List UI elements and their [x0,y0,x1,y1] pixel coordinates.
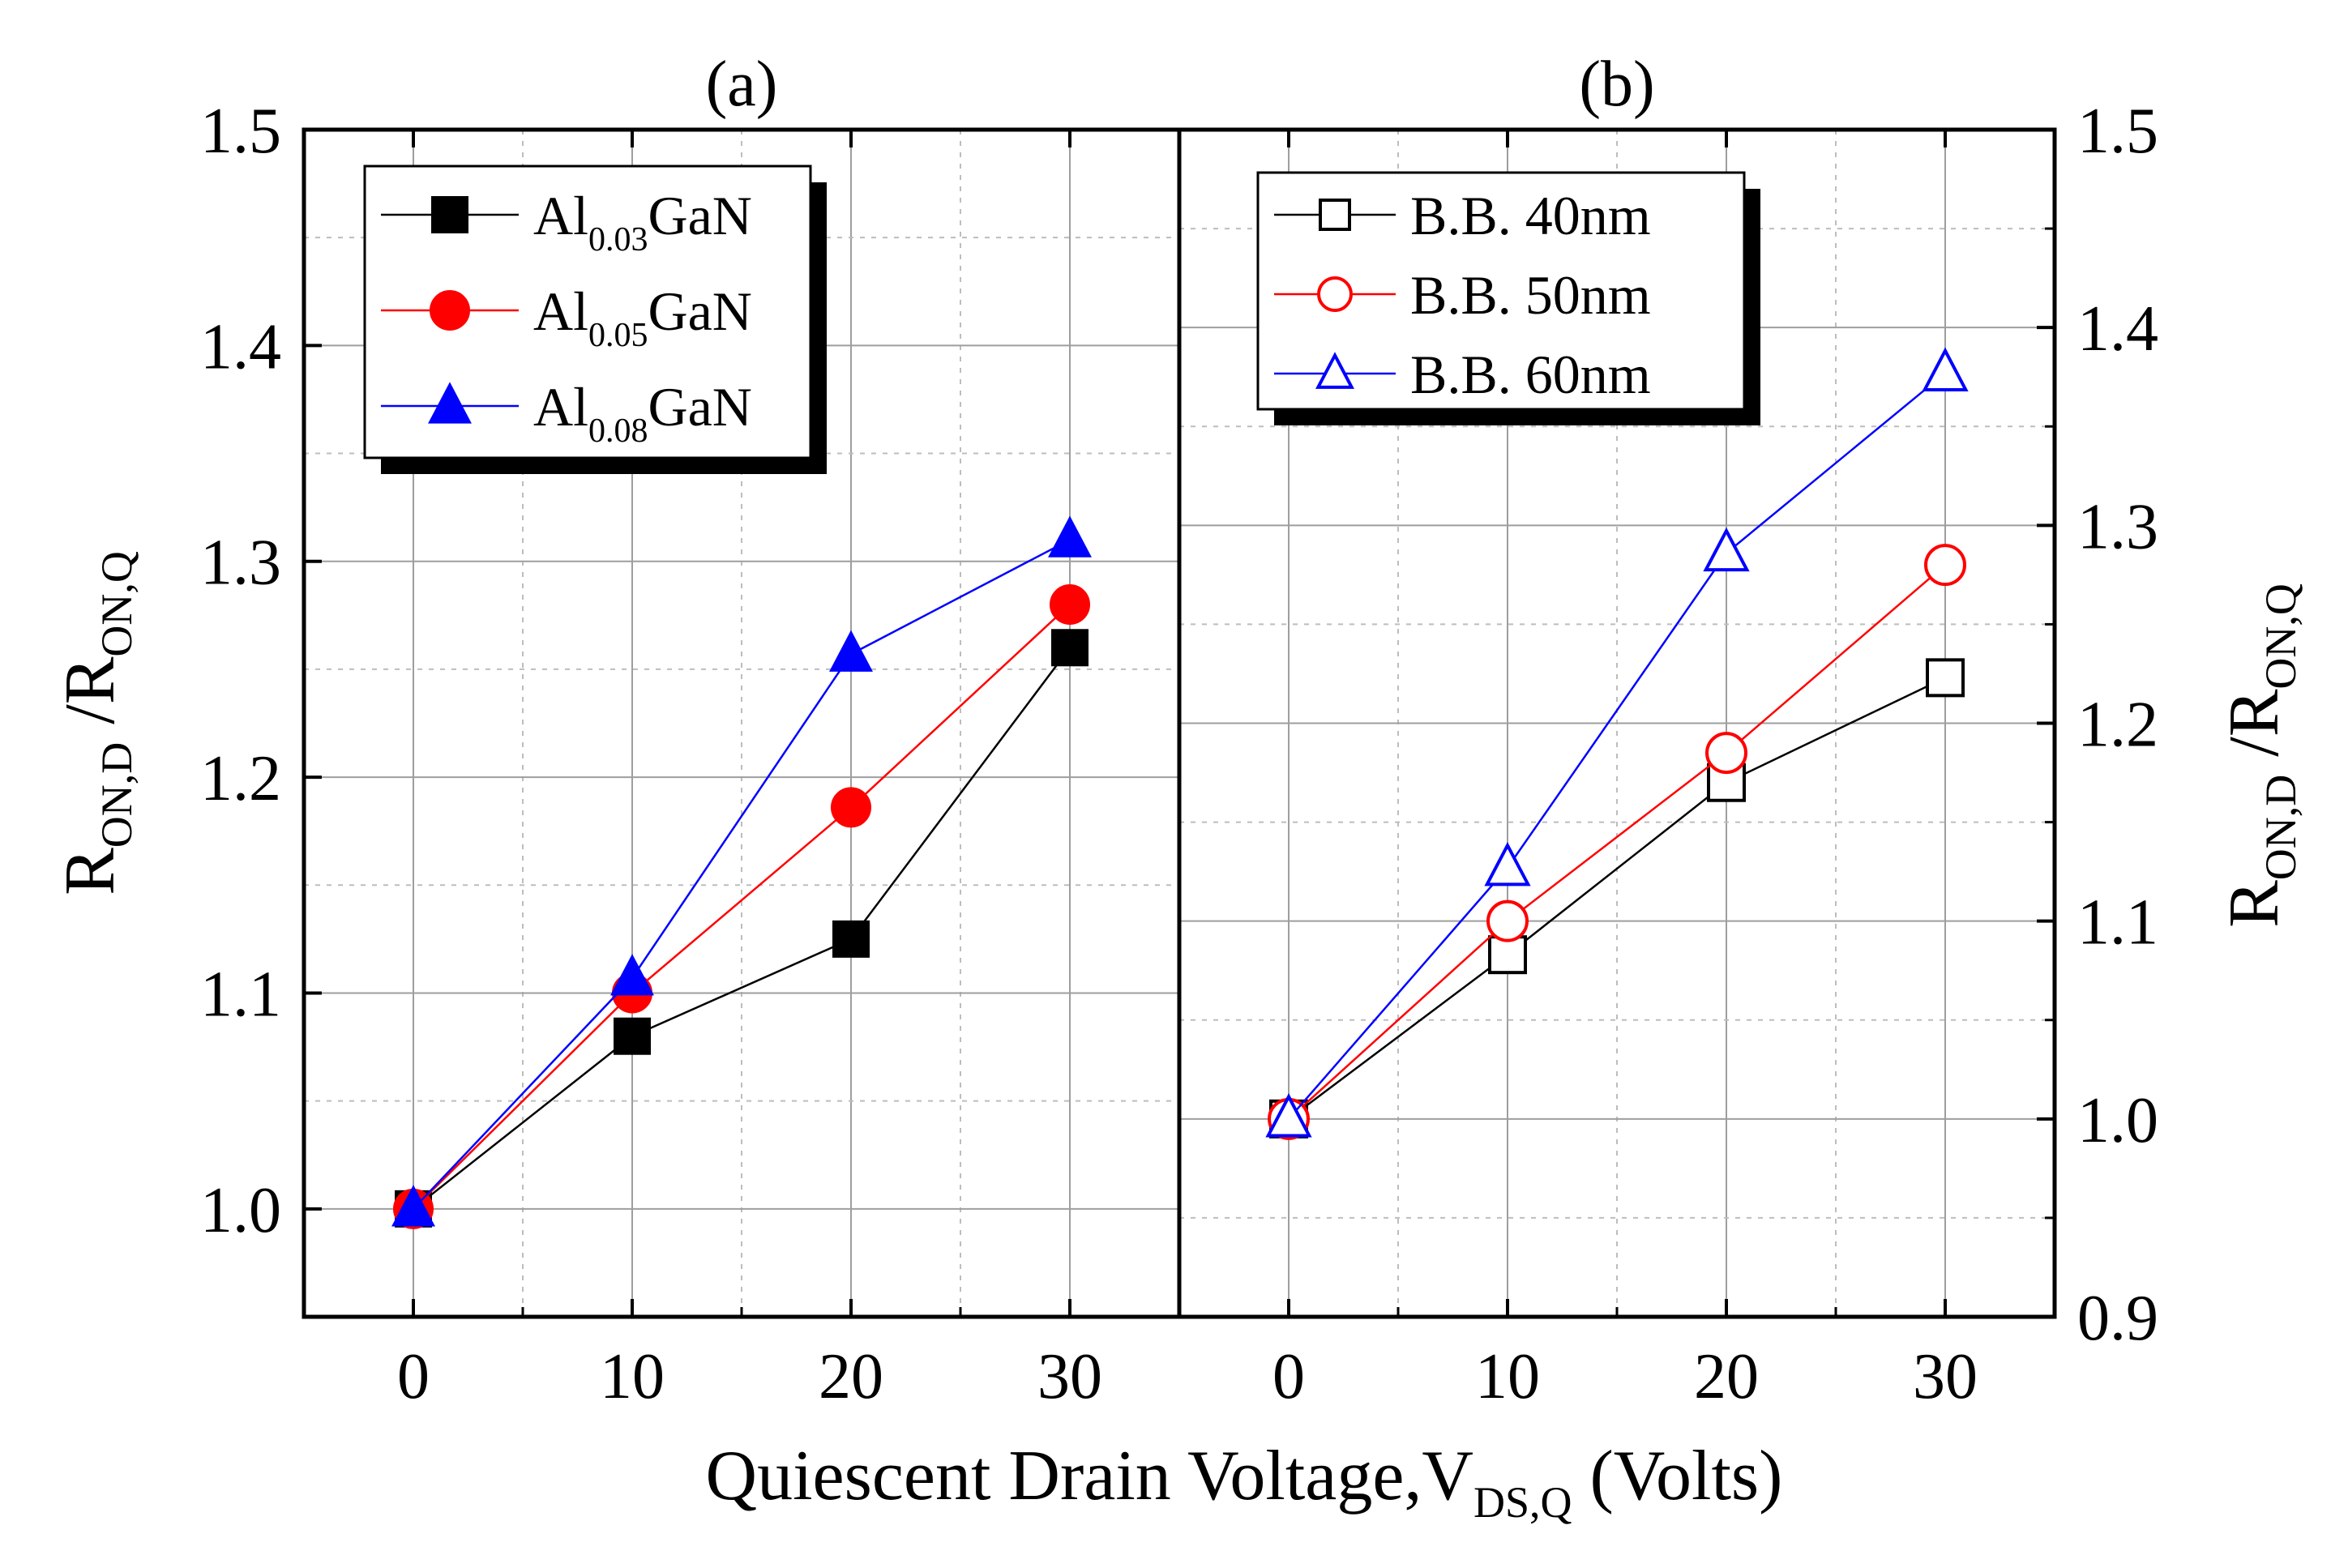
data-point [1265,1093,1312,1138]
y-tick-label: 1.3 [200,528,281,599]
data-point [1051,629,1089,667]
x-tick-label: 0 [397,1341,430,1412]
y-tick-label: 1.5 [2077,96,2158,167]
series-line [413,647,1071,1210]
panel-label: (b) [1579,49,1654,120]
x-tick-label: 20 [819,1341,883,1412]
series-line [1288,677,1946,1120]
legend-label: Al0.08GaN [533,376,752,450]
series-line [413,604,1071,1210]
legend: B.B. 40nm B.B. 50nm B.B. 60nm [1256,171,1760,425]
x-tick-label: 20 [1694,1341,1759,1412]
y-tick-label: 1.1 [200,959,281,1030]
y-tick-label: 1.4 [200,311,281,382]
data-point [1488,935,1527,975]
legend: Al0.03GaN Al0.05GaN Al0.08GaN [363,164,827,474]
data-point [829,630,873,672]
legend-marker [430,290,470,331]
data-point [1703,527,1750,572]
data-point [1922,347,1969,391]
legend-label: B.B. 50nm [1410,264,1651,326]
series-line [1288,372,1946,1120]
x-axis-title: Quiescent Drain Voltage,VDS,Q (Volts) [706,1437,1783,1527]
panel-label: (a) [706,49,778,120]
series-3 [1265,347,1969,1138]
data-point [610,954,654,996]
y-tick-label: 0.9 [2077,1283,2158,1354]
legend-label: Al0.05GaN [533,280,752,354]
x-tick-label: 30 [1913,1341,1978,1412]
data-point [832,920,870,958]
legend-marker [1317,276,1353,312]
y-tick-label: 1.2 [2077,690,2158,761]
legend-label: B.B. 60nm [1410,344,1651,405]
legend-marker [431,196,468,233]
data-point [831,787,871,828]
y-tick-label: 1.0 [2077,1085,2158,1156]
data-point [1924,544,1966,587]
panel-b: 0 10 20 30 0.9 1.0 1.1 1.2 1.3 1.4 1.5 (b) RON,D /RO… [1179,49,2305,1412]
series-line [413,538,1071,1210]
series-line [1288,564,1946,1120]
y-tick-label: 1.4 [2077,293,2158,365]
x-tick-label: 10 [600,1341,665,1412]
legend-marker [428,382,472,424]
data-point [1484,841,1531,887]
x-tick-label: 10 [1475,1341,1540,1412]
legend-label: B.B. 40nm [1410,185,1651,246]
data-point [1705,732,1747,775]
x-tick-label: 0 [1272,1341,1305,1412]
x-tick-label: 30 [1037,1341,1102,1412]
y-axis-title: RON,D /RON,Q [51,551,141,895]
y-tick-label: 1.5 [200,96,281,167]
data-point [1926,658,1965,698]
plot-frame [302,127,2057,1319]
series-3 [391,515,1092,1227]
panel-a: 0 10 20 30 1.0 1.1 1.2 1.3 1.4 1.5 (a) RON,D /RON,Q… [51,49,1179,1412]
data-point [1048,515,1092,558]
data-point [1050,584,1090,625]
data-point [614,1017,651,1055]
y-tick-label: 1.3 [2077,491,2158,562]
legend-marker [1315,352,1355,389]
y-tick-label: 1.2 [200,743,281,814]
y-tick-label: 1.1 [2077,887,2158,959]
legend-marker [1319,199,1351,231]
data-point [391,1185,435,1227]
y-axis-title: RON,D /RON,Q [2215,583,2305,928]
data-point [1486,899,1529,942]
legend-label: Al0.03GaN [533,185,752,258]
y-tick-label: 1.0 [200,1175,281,1246]
